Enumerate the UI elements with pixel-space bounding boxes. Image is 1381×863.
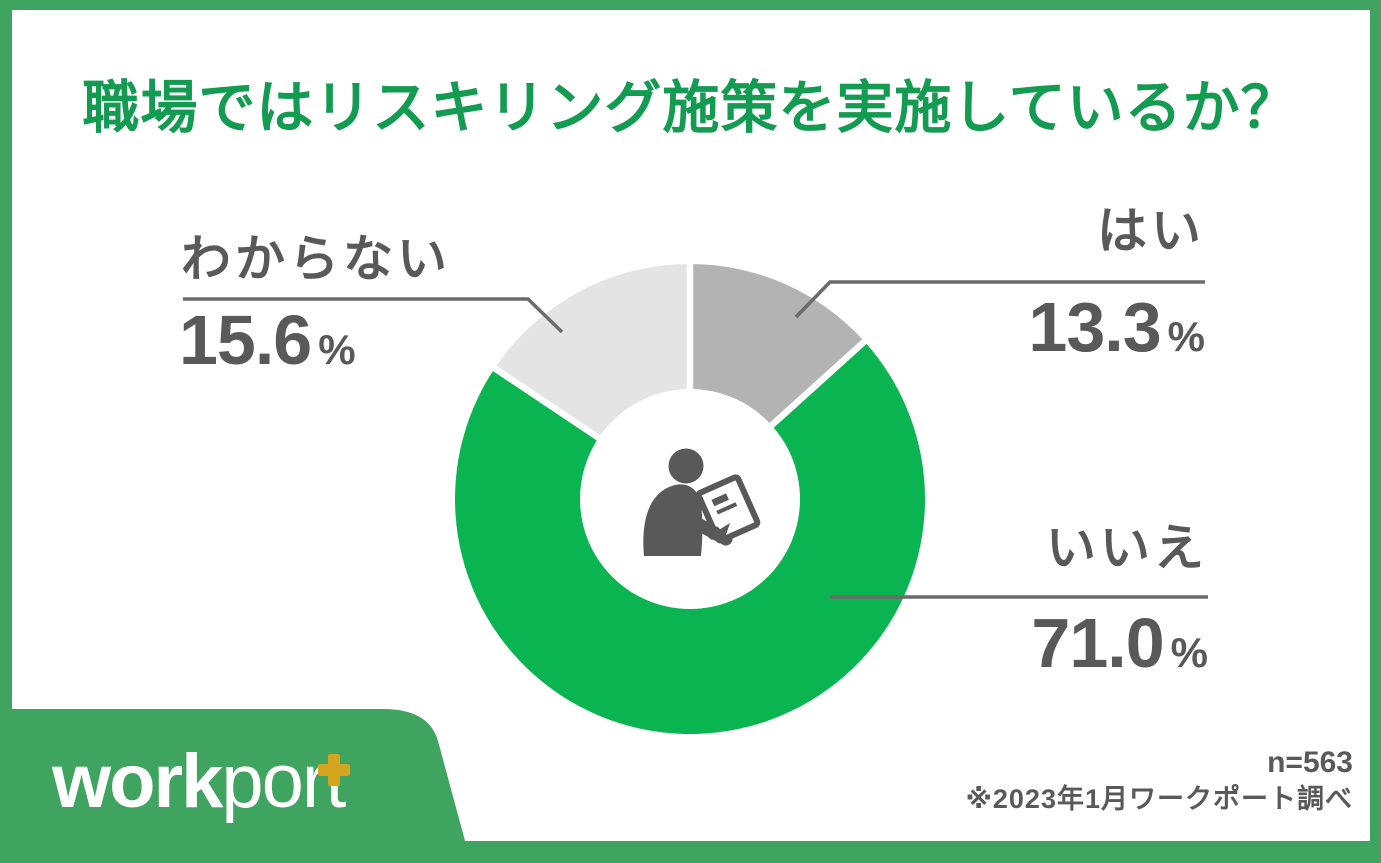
label-hai: はい — [1097, 203, 1205, 259]
value-iie: 71.0 % — [1031, 608, 1208, 678]
value-hai-unit: % — [1167, 313, 1205, 360]
person-writing-icon — [643, 448, 761, 556]
sample-size: n=563 — [1267, 746, 1353, 779]
chart-title: 職場ではリスキリング施策を実施しているか？ — [82, 76, 1299, 140]
value-wakaranai-unit: % — [318, 326, 356, 373]
label-iie: いいえ — [1046, 520, 1208, 576]
value-wakaranai-number: 15.6 — [179, 301, 312, 379]
logo-text-bold: work — [52, 739, 223, 824]
logo-background-shape — [0, 709, 471, 863]
value-hai-number: 13.3 — [1028, 288, 1161, 366]
plus-icon — [318, 754, 351, 786]
survey-note: ※2023年1月ワークポート調べ — [965, 784, 1353, 814]
label-wakaranai: わからない — [181, 231, 451, 287]
workport-logo: work por t — [52, 739, 351, 824]
value-wakaranai: 15.6 % — [179, 305, 356, 375]
value-hai: 13.3 % — [1028, 292, 1205, 362]
value-iie-number: 71.0 — [1031, 604, 1164, 682]
logo-text-t: t — [318, 744, 351, 820]
value-iie-unit: % — [1170, 629, 1208, 676]
logo-text-light: por — [221, 739, 327, 824]
leader-line-wakaranai — [183, 297, 564, 334]
leader-line-hai — [794, 280, 1205, 319]
